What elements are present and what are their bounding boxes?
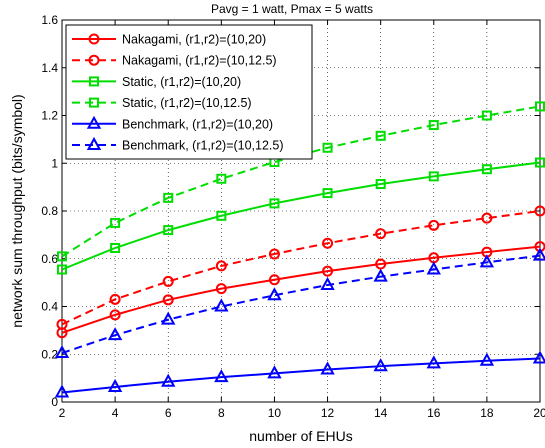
x-tick-label: 6 bbox=[165, 406, 172, 420]
series-5 bbox=[57, 353, 545, 397]
legend-label: Benchmark, (r1,r2)=(10,20) bbox=[122, 117, 273, 131]
x-tick-label: 2 bbox=[59, 406, 66, 420]
x-axis-label: number of EHUs bbox=[249, 428, 352, 444]
y-tick-label: 0.6 bbox=[41, 252, 58, 266]
x-tick-label: 10 bbox=[268, 406, 282, 420]
legend-label: Benchmark, (r1,r2)=(10,12.5) bbox=[122, 139, 284, 153]
y-tick-label: 0.8 bbox=[41, 204, 58, 218]
series-line bbox=[62, 211, 540, 324]
x-tick-label: 4 bbox=[112, 406, 119, 420]
y-tick-label: 0.4 bbox=[41, 300, 58, 314]
y-tick-label: 1 bbox=[51, 156, 58, 170]
x-tick-label: 16 bbox=[427, 406, 441, 420]
x-tick-label: 18 bbox=[480, 406, 494, 420]
chart-title: Pavg = 1 watt, Pmax = 5 watts bbox=[211, 2, 373, 16]
y-tick-label: 0.2 bbox=[41, 347, 58, 361]
y-tick-label: 1.6 bbox=[41, 13, 58, 27]
series-line bbox=[62, 256, 540, 353]
data-point bbox=[269, 289, 280, 299]
legend-label: Nakagami, (r1,r2)=(10,12.5) bbox=[122, 54, 277, 68]
series-line bbox=[62, 359, 540, 393]
y-axis-label: network sum throughput (bits/symbol) bbox=[9, 94, 25, 327]
legend-label: Static, (r1,r2)=(10,20) bbox=[122, 75, 241, 89]
x-tick-label: 14 bbox=[374, 406, 388, 420]
legend-label: Nakagami, (r1,r2)=(10,20) bbox=[122, 33, 266, 47]
legend: Nakagami, (r1,r2)=(10,20) Nakagami, (r1,r… bbox=[66, 25, 312, 159]
x-tick-label: 12 bbox=[321, 406, 335, 420]
series-6 bbox=[57, 250, 545, 357]
legend-label: Static, (r1,r2)=(10,12.5) bbox=[122, 96, 252, 110]
x-tick-label: 20 bbox=[533, 406, 545, 420]
x-tick-label: 8 bbox=[218, 406, 225, 420]
y-tick-label: 1.4 bbox=[41, 61, 58, 75]
y-tick-label: 1.2 bbox=[41, 109, 58, 123]
